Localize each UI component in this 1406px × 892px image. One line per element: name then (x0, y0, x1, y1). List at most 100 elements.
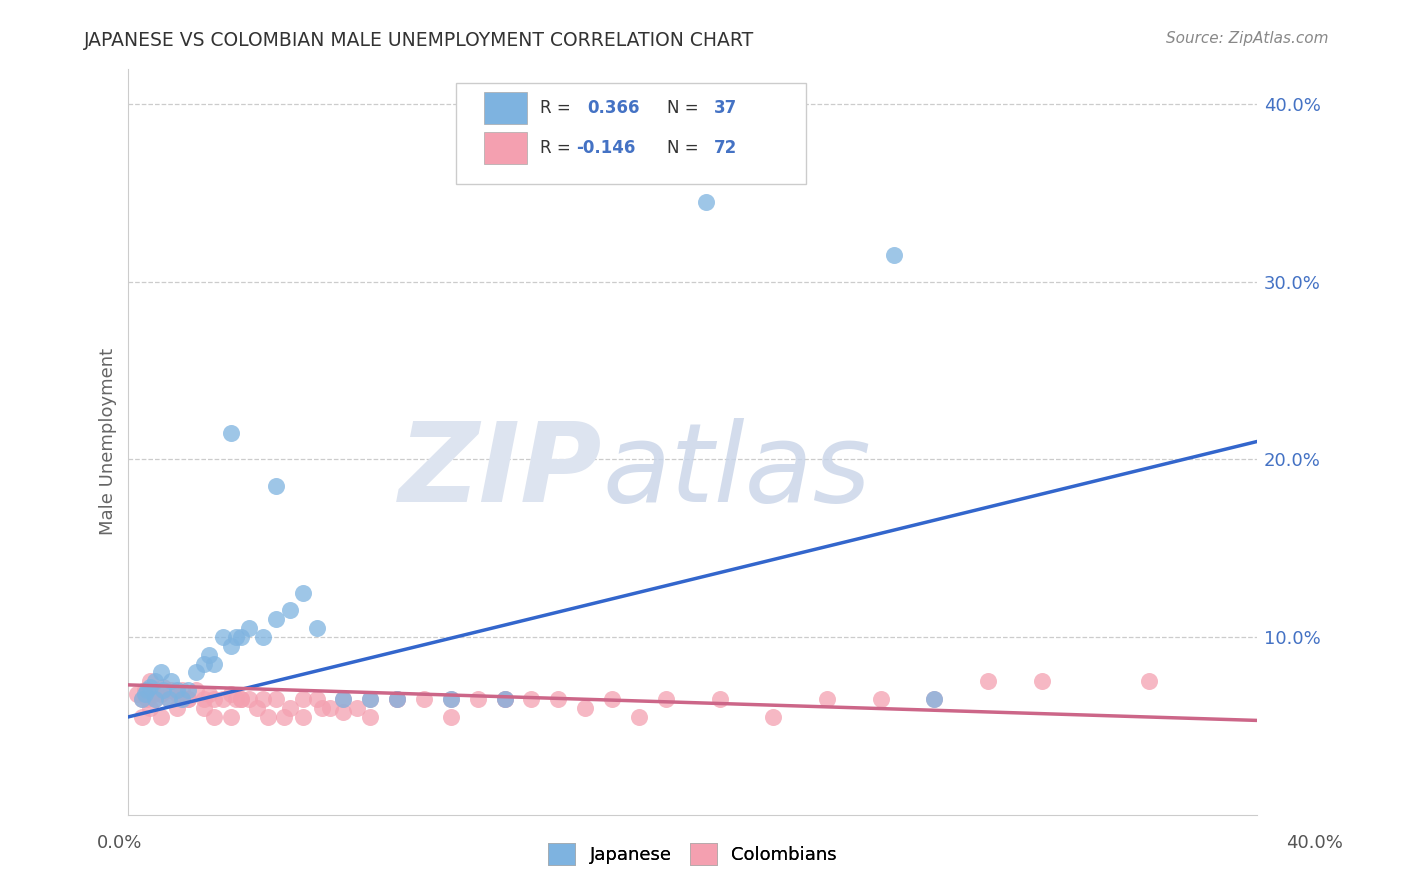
Point (131, 692, 153, 706)
Bar (484, 133, 527, 164)
Point (278, 701, 301, 715)
Legend: Japanese, Colombians: Japanese, Colombians (541, 836, 844, 872)
Point (547, 692, 569, 706)
Point (219, 710, 242, 724)
Text: 0.0%: 0.0% (97, 834, 142, 852)
Point (136, 692, 159, 706)
Point (273, 710, 295, 724)
Point (142, 687, 165, 701)
Point (176, 692, 198, 706)
Y-axis label: Male Unemployment: Male Unemployment (100, 348, 117, 535)
Point (134, 683, 156, 698)
Point (359, 692, 381, 706)
Point (193, 701, 215, 715)
Point (211, 630, 233, 644)
Point (231, 630, 253, 644)
Point (346, 701, 368, 715)
Point (143, 674, 166, 689)
Point (198, 648, 221, 662)
Text: -0.146: -0.146 (576, 139, 636, 157)
Point (924, 692, 946, 706)
Point (494, 692, 516, 706)
Text: N =: N = (666, 139, 703, 157)
Point (883, 248, 905, 262)
Point (149, 665, 172, 680)
Point (869, 692, 891, 706)
Point (264, 692, 287, 706)
Point (172, 692, 194, 706)
Point (440, 710, 463, 724)
Point (160, 674, 183, 689)
Point (131, 710, 153, 724)
Point (225, 692, 247, 706)
Point (359, 710, 381, 724)
Point (139, 674, 162, 689)
Point (977, 674, 1000, 689)
Point (467, 692, 489, 706)
Point (924, 692, 946, 706)
Point (520, 692, 543, 706)
Point (238, 621, 260, 635)
Point (219, 425, 242, 440)
Text: R =: R = (540, 139, 576, 157)
Point (257, 710, 280, 724)
Point (172, 692, 194, 706)
Point (166, 687, 188, 701)
Point (152, 680, 174, 694)
Point (219, 687, 242, 701)
Point (1031, 674, 1053, 689)
Text: R =: R = (540, 99, 576, 117)
Point (815, 692, 838, 706)
Text: N =: N = (666, 99, 703, 117)
Point (332, 705, 354, 719)
Text: 37: 37 (714, 99, 737, 117)
Point (246, 701, 269, 715)
Point (172, 683, 194, 698)
Point (149, 710, 172, 724)
Point (204, 657, 226, 671)
Text: atlas: atlas (602, 417, 872, 524)
Point (193, 692, 215, 706)
Point (231, 692, 253, 706)
Point (176, 692, 198, 706)
Point (264, 479, 287, 493)
Text: 72: 72 (714, 139, 737, 157)
Point (762, 710, 785, 724)
Point (176, 683, 198, 698)
Point (385, 692, 408, 706)
Point (143, 692, 166, 706)
Point (149, 687, 172, 701)
Point (139, 680, 162, 694)
Point (252, 630, 274, 644)
Point (184, 683, 207, 698)
Point (198, 687, 221, 701)
Point (139, 701, 162, 715)
Point (157, 692, 180, 706)
Point (292, 585, 315, 599)
Point (136, 683, 159, 698)
Point (204, 710, 226, 724)
Point (160, 683, 183, 698)
Bar (484, 92, 527, 123)
Point (211, 692, 233, 706)
Point (264, 612, 287, 626)
Point (332, 692, 354, 706)
Point (440, 692, 463, 706)
Point (574, 701, 596, 715)
Point (311, 701, 333, 715)
Point (219, 639, 242, 653)
Point (157, 692, 180, 706)
Text: JAPANESE VS COLOMBIAN MALE UNEMPLOYMENT CORRELATION CHART: JAPANESE VS COLOMBIAN MALE UNEMPLOYMENT … (84, 31, 755, 50)
Text: Source: ZipAtlas.com: Source: ZipAtlas.com (1166, 31, 1329, 46)
Point (695, 194, 717, 209)
Point (600, 692, 623, 706)
FancyBboxPatch shape (456, 84, 806, 184)
Point (278, 603, 301, 617)
Point (292, 692, 315, 706)
Point (440, 692, 463, 706)
Point (292, 710, 315, 724)
Point (385, 692, 408, 706)
Point (494, 692, 516, 706)
Point (152, 683, 174, 698)
Point (305, 621, 328, 635)
